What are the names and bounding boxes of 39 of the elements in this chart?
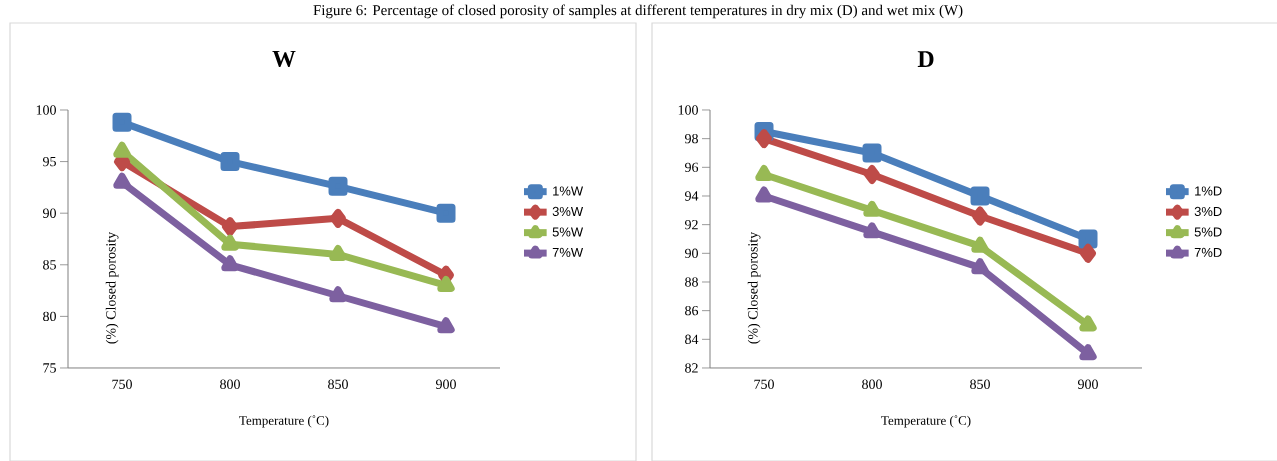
legend-label: 7%D bbox=[1194, 247, 1222, 257]
caption: Figure 6: Percentage of closed porosity of samples at different temperatures in dry mix (D) and wet mix (W) bbox=[313, 4, 963, 19]
x-axis-title: Temperature (˚C) bbox=[239, 415, 329, 428]
legend-label: 7%W bbox=[552, 247, 584, 257]
legend-label: 1%D bbox=[1195, 186, 1222, 196]
x-tick-label: 800 bbox=[220, 379, 240, 389]
x-axis-title: Temperature (˚C) bbox=[881, 415, 971, 428]
y-tick-label: 86 bbox=[685, 305, 699, 316]
y-axis-title: (%) Closed porosity bbox=[747, 231, 761, 344]
x-tick-label: 750 bbox=[112, 379, 132, 389]
legend-label: 1%W bbox=[553, 186, 584, 196]
y-tick-label: 100 bbox=[36, 105, 56, 115]
legend-label: 5%D bbox=[1194, 227, 1222, 237]
y-tick-label: 98 bbox=[685, 133, 698, 144]
y-tick-label: 88 bbox=[685, 277, 698, 287]
x-tick-label: 850 bbox=[970, 379, 990, 389]
x-tick-label: 900 bbox=[436, 379, 456, 389]
y-tick-label: 94 bbox=[685, 191, 699, 201]
y-tick-label: 90 bbox=[685, 248, 698, 259]
y-tick-label: 84 bbox=[685, 334, 699, 345]
x-tick-label: 900 bbox=[1078, 379, 1098, 389]
chart-title: D bbox=[917, 51, 934, 67]
y-tick-label: 75 bbox=[43, 363, 56, 373]
y-tick-label: 82 bbox=[685, 363, 698, 373]
y-tick-label: 85 bbox=[43, 260, 56, 270]
y-tick-label: 96 bbox=[685, 162, 699, 173]
y-tick-label: 80 bbox=[43, 311, 56, 322]
y-tick-label: 92 bbox=[685, 219, 698, 230]
y-axis-title: (%) Closed porosity bbox=[105, 231, 119, 344]
x-tick-label: 800 bbox=[862, 379, 882, 389]
x-tick-label: 850 bbox=[328, 379, 348, 389]
x-tick-label: 750 bbox=[754, 379, 774, 389]
y-tick-label: 95 bbox=[43, 156, 56, 167]
y-tick-label: 90 bbox=[43, 208, 56, 218]
legend-label: 3%W bbox=[552, 206, 584, 217]
y-tick-label: 100 bbox=[678, 105, 698, 115]
legend-label: 3%D bbox=[1194, 206, 1222, 217]
legend-label: 5%W bbox=[552, 227, 584, 237]
chart-title: W bbox=[272, 50, 296, 67]
